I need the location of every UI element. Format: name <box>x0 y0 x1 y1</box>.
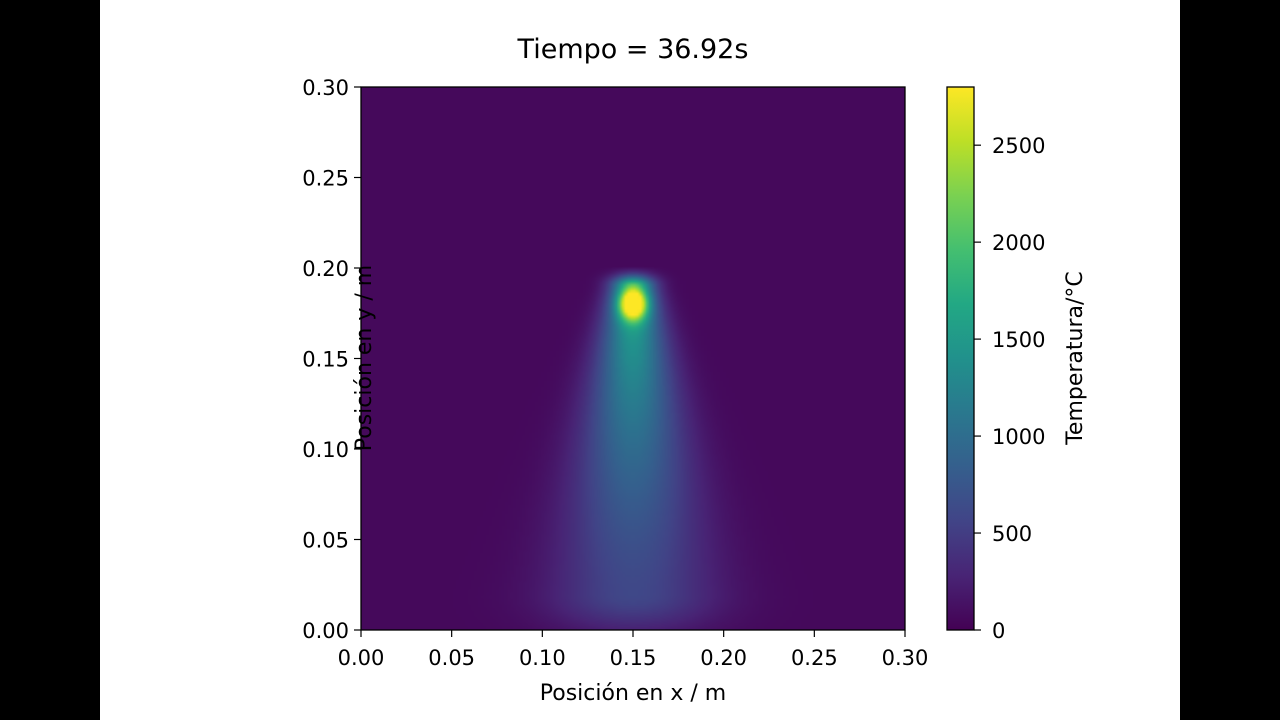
y-tick-label: 0.30 <box>302 76 349 100</box>
colorbar-tick-label: 0 <box>992 619 1005 643</box>
x-tick-label: 0.00 <box>338 646 385 670</box>
y-tick-label: 0.20 <box>302 257 349 281</box>
heatmap-figure: Tiempo = 36.92s 0.00 0.05 0.10 0.15 0.20 0.25… <box>302 34 1088 706</box>
x-tick-label: 0.30 <box>882 646 929 670</box>
y-tick-label: 0.10 <box>302 438 349 462</box>
colorbar-tick-label: 1500 <box>992 328 1045 352</box>
x-tick-label: 0.25 <box>791 646 838 670</box>
x-axis-label: Posición en x / m <box>540 681 726 706</box>
colorbar-tick-label: 2000 <box>992 231 1045 255</box>
colorbar-tick-label: 500 <box>992 522 1032 546</box>
colorbar-tick-label: 2500 <box>992 134 1045 158</box>
y-axis: 0.00 0.05 0.10 0.15 0.20 0.25 0.30 <box>302 76 361 643</box>
y-tick-label: 0.25 <box>302 167 349 191</box>
x-tick-label: 0.15 <box>610 646 657 670</box>
x-axis: 0.00 0.05 0.10 0.15 0.20 0.25 0.30 <box>338 630 929 670</box>
chart-title: Tiempo = 36.92s <box>517 34 749 65</box>
y-tick-label: 0.05 <box>302 529 349 553</box>
figure: Tiempo = 36.92s 0.00 0.05 0.10 0.15 0.20 0.25… <box>100 0 1180 720</box>
colorbar-tick-label: 1000 <box>992 425 1045 449</box>
heatmap-image <box>361 87 905 630</box>
y-tick-label: 0.00 <box>302 619 349 643</box>
x-tick-label: 0.05 <box>428 646 475 670</box>
colorbar <box>946 86 975 631</box>
colorbar-axis: 0 500 1000 1500 2000 2500 <box>974 134 1045 643</box>
y-axis-label: Posición en y / m <box>352 265 377 451</box>
colorbar-label: Temperatura/°C <box>1063 271 1088 446</box>
x-tick-label: 0.10 <box>519 646 566 670</box>
y-tick-label: 0.15 <box>302 348 349 372</box>
x-tick-label: 0.20 <box>700 646 747 670</box>
